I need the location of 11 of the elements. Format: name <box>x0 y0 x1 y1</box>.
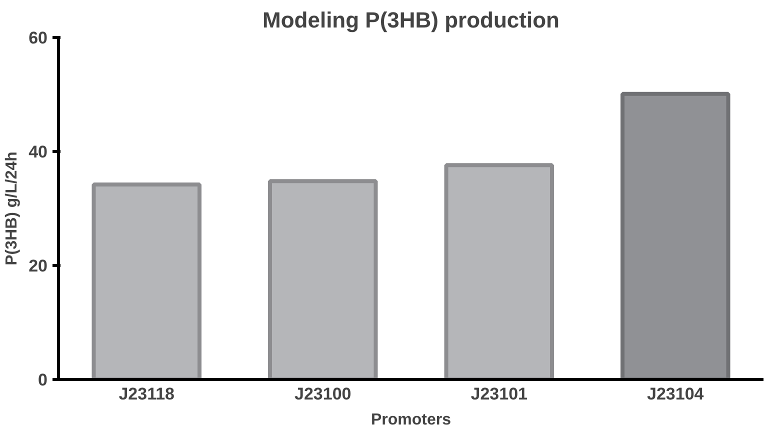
y-axis-title: P(3HB) g/L/24h <box>4 152 21 266</box>
x-tick-label: J23101 <box>470 384 528 404</box>
x-tick-label: J23118 <box>118 384 175 404</box>
y-tick-label: 40 <box>28 142 48 162</box>
y-tick-label: 0 <box>38 370 48 390</box>
x-axis-title: Promoters <box>370 412 452 428</box>
y-tick-label: 20 <box>28 256 48 276</box>
y-tick-label: 60 <box>28 28 48 48</box>
chart-title: Modeling P(3HB) production <box>262 8 560 32</box>
x-tick-label: J23104 <box>647 384 704 404</box>
x-tick-label: J23100 <box>294 384 352 404</box>
